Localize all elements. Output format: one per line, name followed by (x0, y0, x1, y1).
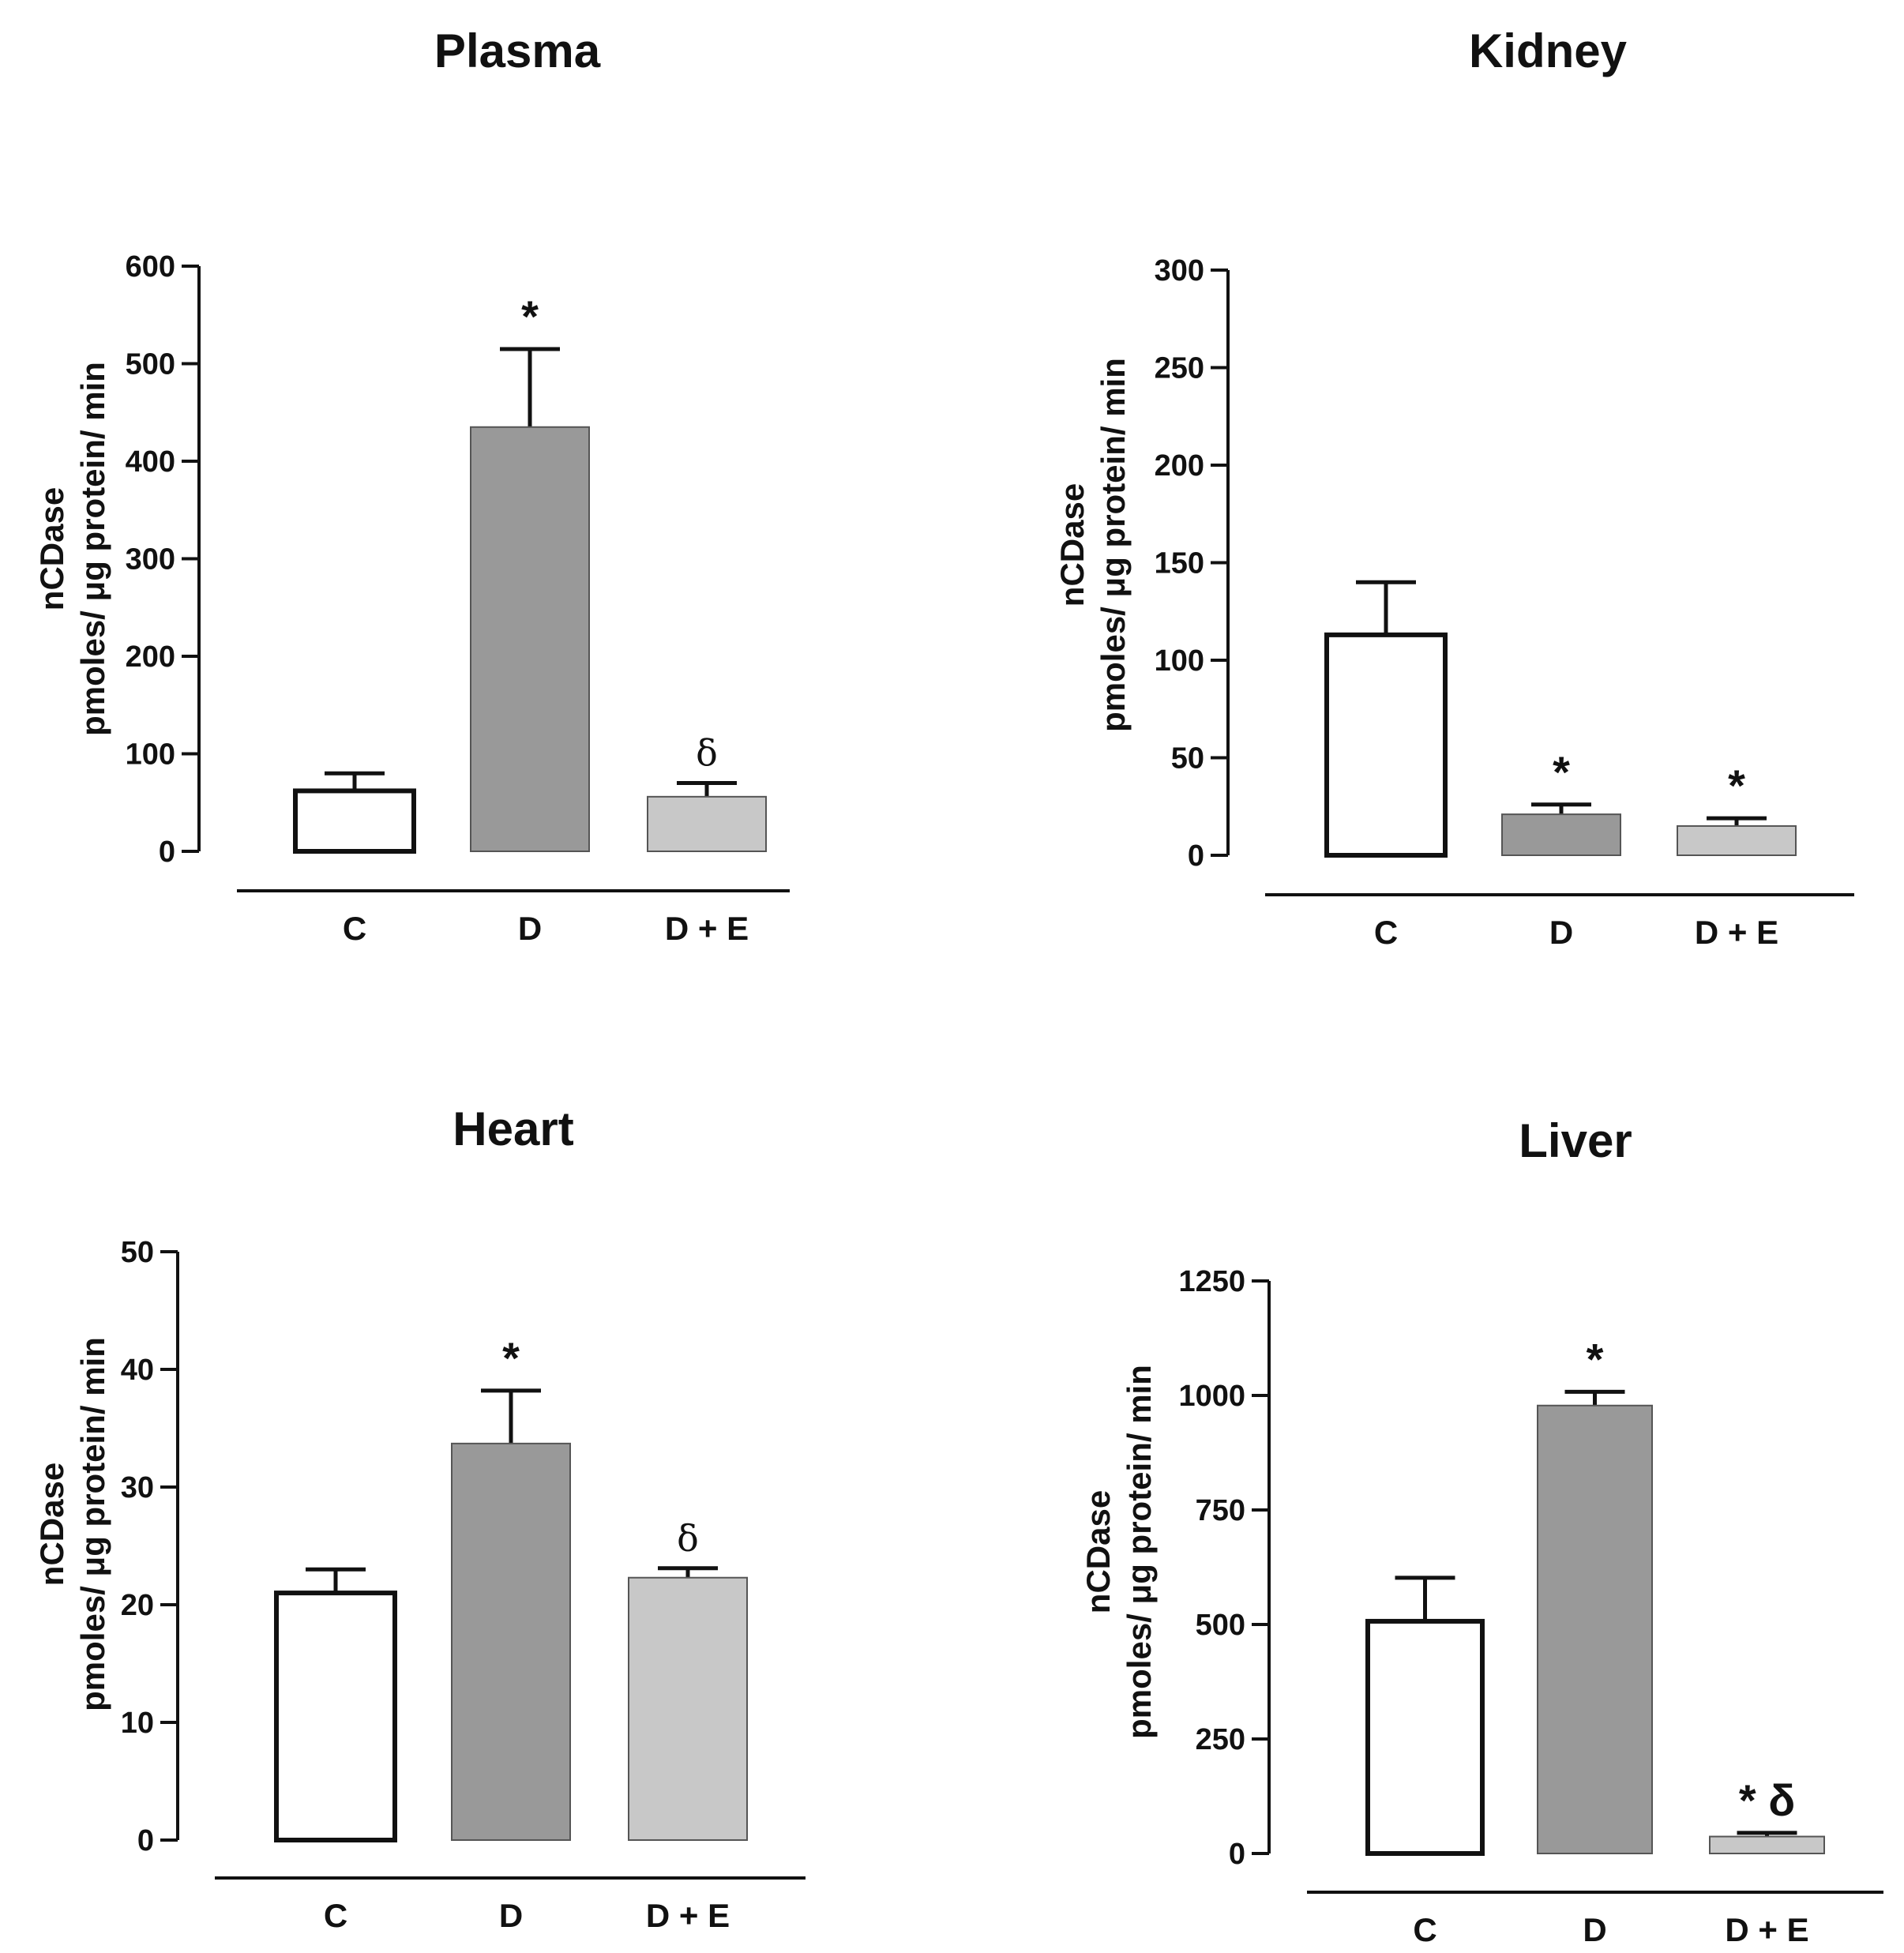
y-axis-label-line2: pmoles/ μg protein/ min (1121, 1365, 1158, 1739)
y-tick-label: 750 (1196, 1494, 1245, 1527)
y-axis-label-line1: nCDase (1080, 1490, 1117, 1613)
bar-c (293, 788, 416, 854)
panel-title: Plasma (434, 24, 601, 77)
y-tick-label: 30 (121, 1471, 154, 1504)
y-tick-label: 600 (126, 250, 175, 284)
y-tick-label: 100 (126, 738, 175, 772)
category-label: D (499, 1897, 523, 1934)
panel-title: Heart (453, 1102, 573, 1155)
bar-d (451, 1442, 571, 1841)
y-tick-label: 1250 (1178, 1265, 1245, 1298)
significance-label: * (1553, 747, 1570, 797)
significance-label: * (502, 1333, 520, 1383)
significance-label: δ (696, 732, 718, 775)
significance-label: * (521, 291, 539, 341)
y-tick-label: 50 (1171, 742, 1204, 776)
category-label: C (324, 1897, 347, 1934)
y-axis-label-line2: pmoles/ μg protein/ min (74, 1337, 111, 1711)
bar-c (274, 1591, 397, 1842)
y-axis-label: nCDase pmoles/ μg protein/ min (33, 1337, 111, 1711)
y-axis-label: nCDase pmoles/ μg protein/ min (33, 362, 111, 736)
y-tick-label: 250 (1155, 352, 1204, 385)
bar-c (1324, 632, 1448, 858)
y-tick-label: 50 (121, 1236, 154, 1269)
y-axis-label-line2: pmoles/ μg protein/ min (74, 362, 111, 736)
significance-label: * (1728, 761, 1745, 810)
panel-plasma: Plasma nCDase pmoles/ μg protein/ min 0 100 2… (33, 24, 790, 947)
category-label: D (1549, 914, 1573, 951)
category-label: D + E (1695, 914, 1778, 951)
y-axis-label: nCDase pmoles/ μg protein/ min (1080, 1365, 1158, 1739)
bar-d+e (647, 795, 767, 853)
y-tick-label: 0 (137, 1824, 154, 1857)
y-tick-label: 10 (121, 1707, 154, 1740)
panel-title: Kidney (1469, 24, 1628, 77)
y-tick-label: 300 (126, 543, 175, 577)
y-tick-label: 100 (1155, 644, 1204, 678)
bar-d (1501, 813, 1621, 857)
bar-d+e (1709, 1835, 1825, 1855)
category-label: D + E (646, 1897, 730, 1934)
category-label: C (343, 910, 366, 947)
y-tick-label: 500 (1196, 1609, 1245, 1642)
y-tick-label: 0 (1188, 839, 1204, 873)
y-tick-label: 1000 (1178, 1380, 1245, 1413)
panel-kidney: Kidney nCDase pmoles/ μg protein/ min 0 50 10… (1053, 24, 1854, 951)
y-axis-label-line2: pmoles/ μg protein/ min (1095, 358, 1132, 732)
significance-label: δ (677, 1517, 699, 1560)
y-tick-label: 300 (1155, 254, 1204, 287)
y-tick-label: 200 (126, 640, 175, 674)
y-axis-label-line1: nCDase (1053, 483, 1091, 607)
category-label: C (1413, 1911, 1436, 1948)
panel-liver: Liver nCDase pmoles/ μg protein/ min 0 250 50… (1080, 1114, 1883, 1948)
y-axis-label: nCDase pmoles/ μg protein/ min (1053, 358, 1132, 732)
bar-d+e (1677, 824, 1797, 856)
y-tick-label: 500 (126, 348, 175, 381)
category-label: C (1374, 914, 1398, 951)
significance-label: * δ (1739, 1775, 1795, 1825)
y-tick-label: 20 (121, 1589, 154, 1622)
significance-label: * (1587, 1334, 1604, 1384)
y-tick-label: 400 (126, 445, 175, 479)
y-axis-label-line1: nCDase (33, 1463, 70, 1586)
category-label: D + E (1725, 1911, 1808, 1948)
y-tick-label: 250 (1196, 1723, 1245, 1756)
y-tick-label: 150 (1155, 547, 1204, 580)
y-axis-label-line1: nCDase (33, 487, 70, 610)
category-label: D (518, 910, 542, 947)
y-tick-label: 40 (121, 1354, 154, 1387)
bar-d (470, 426, 590, 852)
y-tick-label: 200 (1155, 449, 1204, 483)
category-label: D (1583, 1911, 1606, 1948)
bar-d+e (628, 1576, 748, 1841)
y-tick-label: 0 (1229, 1838, 1245, 1871)
panel-heart: Heart nCDase pmoles/ μg protein/ min 0 10 20 3… (33, 1102, 806, 1934)
bar-d (1537, 1404, 1653, 1854)
y-tick-label: 0 (159, 836, 175, 869)
category-label: D + E (665, 910, 749, 947)
bar-c (1365, 1618, 1485, 1856)
panel-title: Liver (1519, 1114, 1632, 1167)
